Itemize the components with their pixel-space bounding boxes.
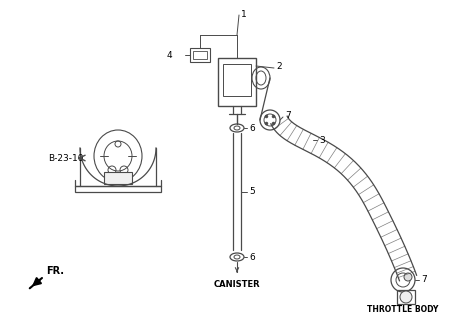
Ellipse shape (404, 273, 412, 281)
Bar (397, 290, 415, 304)
Text: 2: 2 (276, 61, 282, 70)
Text: 4: 4 (166, 51, 172, 60)
Ellipse shape (400, 291, 412, 303)
Text: 7: 7 (285, 110, 291, 119)
Bar (104, 172, 132, 184)
Ellipse shape (272, 115, 275, 118)
Text: 6: 6 (249, 124, 255, 132)
Text: B-23-10: B-23-10 (48, 154, 84, 163)
Ellipse shape (265, 122, 268, 125)
Bar (75, 186, 161, 192)
Text: 6: 6 (249, 252, 255, 261)
Bar (223, 64, 251, 96)
Text: FR.: FR. (46, 266, 64, 276)
Bar (193, 51, 207, 59)
Bar (190, 48, 210, 62)
Bar (218, 58, 256, 106)
Text: 5: 5 (249, 187, 255, 196)
Ellipse shape (272, 122, 275, 125)
Ellipse shape (265, 115, 268, 118)
Text: 1: 1 (241, 10, 247, 19)
Text: 3: 3 (319, 135, 325, 145)
Text: 7: 7 (421, 276, 427, 284)
Text: THROTTLE BODY: THROTTLE BODY (367, 306, 439, 315)
Text: CANISTER: CANISTER (214, 280, 260, 289)
